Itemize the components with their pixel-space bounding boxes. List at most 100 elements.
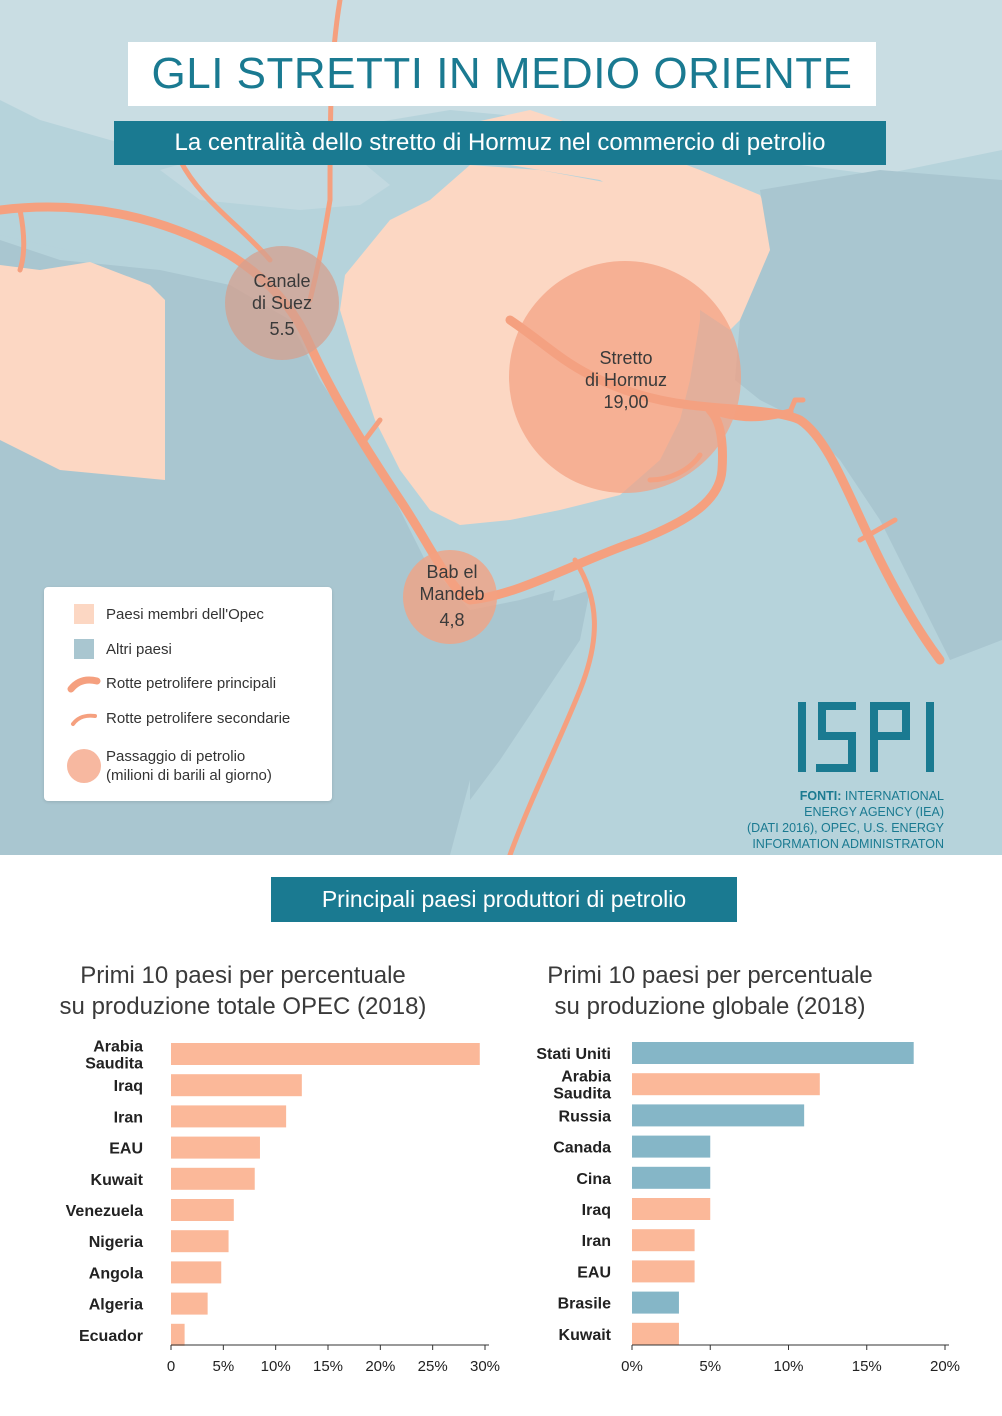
bab-el-mandeb-circle (403, 550, 497, 644)
global-chart-category-label-3: Canada (553, 1140, 611, 1157)
suez-label: Canale di Suez 5.5 (212, 270, 352, 340)
chart-opec-title-line2: su produzione totale OPEC (2018) (59, 993, 427, 1020)
sources-note: FONTI: INTERNATIONAL ENERGY AGENCY (IEA)… (714, 788, 944, 852)
global-chart-x-tick-label-0: 0% (621, 1358, 643, 1375)
opec-chart-bar-4 (171, 1167, 255, 1190)
opec-chart-category-label-2: Iran (114, 1109, 143, 1126)
legend-item-passage: Passaggio di petrolio (milioni di barili… (62, 747, 272, 785)
legend-others-swatch (74, 639, 94, 659)
legend-item-opec: Paesi membri dell'Opec (62, 604, 264, 624)
hormuz-label-line2: di Hormuz (584, 370, 668, 390)
global-chart-bar-1 (632, 1073, 820, 1096)
chart-opec-title-line1: Primi 10 paesi per percentuale (80, 962, 406, 989)
opec-chart-category-label-5: Venezuela (66, 1203, 143, 1220)
secondary-route-1 (17, 207, 27, 273)
bab-el-mandeb-value: 4,8 (439, 610, 465, 630)
global-chart-bar-9 (632, 1322, 679, 1345)
opec-chart-bar-6 (171, 1230, 229, 1253)
legend-passage-label: Passaggio di petrolio (milioni di barili… (106, 747, 272, 785)
global-chart-category-label-1-1: Saudita (553, 1086, 611, 1103)
global-chart-x-tick-label-3: 15% (852, 1358, 882, 1375)
page-subtitle: La centralità dello stretto di Hormuz ne… (114, 121, 886, 165)
secondary-route-7 (787, 397, 806, 415)
opec-chart-category-label-7: Angola (89, 1265, 143, 1282)
global-chart-category-label-8: Brasile (558, 1296, 611, 1313)
map-land-iran (440, 110, 780, 330)
hormuz-label: Stretto di Hormuz 19,00 (556, 347, 696, 413)
global-chart-x-tick-label-1: 5% (699, 1358, 721, 1375)
suez-value: 5.5 (269, 319, 295, 339)
map-land-india (735, 170, 1002, 660)
opec-chart-x-tick-label-2: 10% (261, 1358, 291, 1375)
bab-el-mandeb-label: Bab el Mandeb 4,8 (382, 561, 522, 631)
opec-chart-category-label-0-0: Arabia (93, 1039, 143, 1056)
opec-chart-x-tick-label-0: 0 (167, 1358, 175, 1375)
global-chart-category-label-1-0: Arabia (561, 1069, 611, 1086)
chart-global-title-line2: su produzione globale (2018) (554, 993, 866, 1020)
chart-opec-title: Primi 10 paesi per percentuale su produz… (28, 960, 458, 1022)
opec-chart-category-label-4: Kuwait (91, 1172, 144, 1189)
section-title: Principali paesi produttori di petrolio (271, 877, 737, 922)
global-chart-category-label-2: Russia (559, 1108, 612, 1125)
map-legend: Paesi membri dell'Opec Altri paesi Rotte… (44, 587, 332, 801)
opec-chart-bar-3 (171, 1136, 260, 1159)
global-chart-bar-6 (632, 1229, 695, 1252)
hormuz-value: 19,00 (603, 392, 649, 412)
global-chart-category-label-5: Iraq (582, 1202, 611, 1219)
opec-chart-category-label-6: Nigeria (89, 1234, 143, 1251)
legend-opec-swatch (74, 604, 94, 624)
global-chart-category-label-7: EAU (577, 1264, 611, 1281)
sources-line4: INFORMATION ADMINISTRATON (752, 837, 944, 851)
legend-item-others: Altri paesi (62, 639, 172, 659)
opec-chart-x-tick-label-1: 5% (212, 1358, 234, 1375)
global-chart-bar-0 (632, 1042, 914, 1064)
legend-main-routes-label: Rotte petrolifere principali (106, 675, 277, 692)
secondary-route-4 (507, 557, 597, 855)
global-chart-category-label-9: Kuwait (559, 1327, 612, 1344)
map-land-horn (470, 590, 590, 800)
sources-line1: INTERNATIONAL (844, 789, 944, 803)
opec-chart-category-label-0-1: Saudita (85, 1056, 143, 1073)
sources-label: FONTI: (799, 789, 842, 803)
global-chart-category-label-0: Stati Uniti (536, 1046, 611, 1063)
hormuz-label-line1: Stretto (599, 348, 653, 368)
bab-el-mandeb-label-line1: Bab el (426, 562, 478, 582)
suez-label-line2: di Suez (251, 293, 313, 313)
legend-opec-label: Paesi membri dell'Opec (106, 605, 264, 623)
opec-chart-category-label-3: EAU (109, 1141, 143, 1158)
suez-label-line1: Canale (253, 271, 311, 291)
legend-passage-line2: (milioni di barili al giorno) (106, 767, 272, 784)
hormuz-circle (509, 261, 741, 493)
secondary-route-2 (177, 157, 273, 263)
ispi-logo (798, 702, 934, 772)
global-chart-x-tick-label-2: 10% (773, 1358, 803, 1375)
legend-secondary-routes-label: Rotte petrolifere secondarie (106, 710, 291, 727)
legend-passage-line1: Passaggio di petrolio (106, 748, 246, 765)
secondary-route-8 (362, 417, 383, 443)
opec-chart-x-tick-label-5: 25% (418, 1358, 448, 1375)
global-chart-bar-4 (632, 1166, 711, 1189)
main-route-symbol (67, 676, 101, 692)
opec-chart-bar-0 (171, 1043, 480, 1065)
bab-el-mandeb-label-line2: Mandeb (419, 584, 485, 604)
chart-global-title: Primi 10 paesi per percentuale su produz… (500, 960, 920, 1022)
opec-chart-category-label-8: Algeria (89, 1297, 143, 1314)
suez-circle (225, 246, 339, 360)
global-chart-category-label-4: Cina (576, 1171, 611, 1188)
sources-line3: (DATI 2016), OPEC, U.S. ENERGY (746, 821, 944, 835)
global-chart-bar-8 (632, 1291, 679, 1314)
secondary-route-symbol (71, 713, 97, 726)
global-chart-bar-2 (632, 1104, 805, 1127)
opec-chart-category-label-1: Iraq (114, 1078, 143, 1095)
chart-global-title-line1: Primi 10 paesi per percentuale (547, 962, 873, 989)
title-box: GLI STRETTI IN MEDIO ORIENTE (128, 42, 876, 106)
global-chart-bar-7 (632, 1260, 695, 1283)
opec-chart-bar-9 (171, 1323, 185, 1346)
global-chart-bar-5 (632, 1198, 711, 1220)
map-land-libya (0, 262, 165, 480)
opec-chart-x-tick-label-6: 30% (470, 1358, 500, 1375)
opec-chart-bar-1 (171, 1074, 302, 1097)
secondary-route-6 (857, 517, 898, 543)
